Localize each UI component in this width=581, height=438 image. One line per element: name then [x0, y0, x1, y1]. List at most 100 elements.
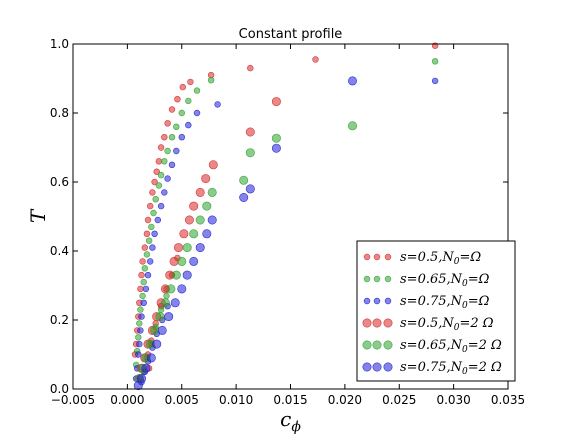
- x-axis-label-main: c: [280, 407, 291, 431]
- data-point: [171, 270, 181, 280]
- data-point: [164, 175, 171, 182]
- legend-marker: [373, 297, 381, 305]
- data-point: [161, 189, 168, 196]
- data-point: [202, 201, 212, 211]
- data-point: [138, 313, 145, 320]
- data-point: [184, 215, 194, 225]
- y-axis-label: T: [26, 208, 50, 223]
- y-tick-label: 0.0: [50, 382, 69, 396]
- legend-label: s=0.65,N0=2 Ω: [400, 338, 502, 355]
- data-point: [144, 271, 152, 279]
- data-point: [140, 278, 147, 286]
- x-tick-label: 0.025: [382, 393, 416, 407]
- data-point: [136, 320, 143, 327]
- data-point: [431, 77, 439, 85]
- data-point: [164, 120, 171, 127]
- data-point: [160, 298, 170, 308]
- x-tick-label: 0.005: [165, 393, 199, 407]
- legend-marker: [373, 275, 381, 283]
- data-point: [201, 174, 211, 184]
- data-point: [153, 168, 160, 175]
- data-point: [141, 363, 151, 373]
- data-point: [147, 258, 154, 265]
- data-point: [157, 325, 167, 335]
- data-point: [155, 182, 163, 189]
- data-point: [174, 95, 181, 103]
- data-point: [239, 193, 249, 203]
- data-point: [431, 58, 439, 65]
- legend-label: s=0.75,N0=2 Ω: [400, 360, 502, 377]
- data-point: [149, 189, 156, 196]
- data-point: [193, 87, 201, 94]
- data-point: [347, 121, 357, 131]
- legend-marker: [383, 318, 393, 328]
- legend-box: [356, 240, 516, 382]
- data-point: [193, 109, 201, 117]
- legend-label: s=0.5,N0=2 Ω: [400, 316, 494, 333]
- data-point: [187, 78, 194, 86]
- data-point: [195, 187, 205, 197]
- x-tick-label: 0.015: [273, 393, 307, 407]
- data-point: [139, 258, 146, 265]
- data-point: [195, 243, 205, 253]
- data-point: [271, 97, 281, 107]
- data-point: [185, 97, 192, 105]
- x-tick-label: 0.020: [328, 393, 362, 407]
- x-axis-label: cϕ: [280, 407, 301, 435]
- data-point: [152, 196, 159, 203]
- data-point: [152, 339, 162, 349]
- data-point: [157, 171, 165, 179]
- y-tick-label: 0.2: [50, 313, 69, 327]
- data-point: [189, 229, 199, 239]
- data-point: [150, 209, 157, 217]
- x-tick-label: 0.000: [110, 393, 144, 407]
- data-point: [151, 178, 158, 186]
- legend-marker: [363, 275, 371, 283]
- legend-marker: [384, 297, 392, 305]
- data-point: [157, 202, 165, 210]
- legend-marker: [363, 253, 371, 261]
- data-point: [161, 134, 168, 141]
- data-point: [141, 244, 149, 251]
- y-tick-label: 1.0: [50, 37, 69, 51]
- data-point: [168, 106, 176, 113]
- data-point: [173, 147, 180, 155]
- data-point: [179, 83, 187, 91]
- legend-marker: [372, 340, 382, 350]
- data-point: [146, 353, 156, 363]
- data-point: [166, 284, 176, 294]
- legend-marker: [383, 340, 393, 350]
- data-point: [138, 271, 145, 279]
- y-tick-label: 0.6: [50, 175, 69, 189]
- data-point: [169, 256, 179, 266]
- legend: s=0.5,N0=Ω s=0.65,N0=Ω s=0.75,N0=Ω s=0.5,N0…: [356, 240, 516, 382]
- x-tick-label: −0.005: [51, 393, 95, 407]
- legend-marker: [362, 340, 372, 350]
- data-point: [161, 158, 168, 165]
- data-point: [189, 256, 199, 266]
- data-point: [163, 292, 170, 300]
- data-point: [207, 215, 217, 225]
- data-point: [133, 381, 143, 391]
- data-point: [143, 251, 151, 258]
- data-point: [245, 148, 255, 158]
- data-point: [157, 306, 165, 313]
- data-point: [173, 123, 180, 131]
- data-point: [147, 202, 154, 210]
- data-point: [312, 56, 319, 63]
- data-point: [148, 223, 155, 231]
- data-point: [137, 306, 144, 313]
- data-point: [139, 292, 146, 300]
- legend-marker: [384, 253, 392, 261]
- data-point: [179, 229, 189, 239]
- data-point: [143, 230, 151, 238]
- data-point: [195, 215, 205, 225]
- data-point: [155, 158, 163, 165]
- data-point: [177, 284, 187, 294]
- data-point: [157, 144, 165, 151]
- data-point: [149, 244, 156, 251]
- data-point: [155, 312, 165, 322]
- data-point: [247, 64, 254, 72]
- chart-title: Constant profile: [239, 27, 343, 42]
